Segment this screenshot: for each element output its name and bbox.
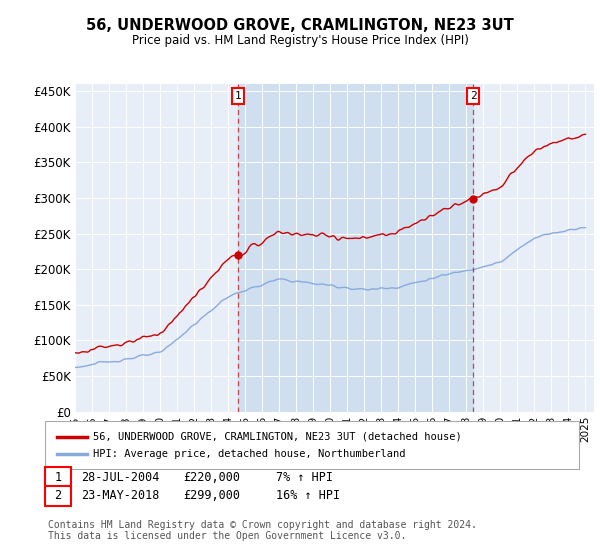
Text: 56, UNDERWOOD GROVE, CRAMLINGTON, NE23 3UT: 56, UNDERWOOD GROVE, CRAMLINGTON, NE23 3… [86,18,514,33]
Text: 28-JUL-2004: 28-JUL-2004 [81,470,160,484]
Text: Contains HM Land Registry data © Crown copyright and database right 2024.
This d: Contains HM Land Registry data © Crown c… [48,520,477,542]
Text: £299,000: £299,000 [183,489,240,502]
Text: HPI: Average price, detached house, Northumberland: HPI: Average price, detached house, Nort… [93,449,406,459]
Text: 16% ↑ HPI: 16% ↑ HPI [276,489,340,502]
Text: £220,000: £220,000 [183,470,240,484]
Text: 23-MAY-2018: 23-MAY-2018 [81,489,160,502]
Text: 56, UNDERWOOD GROVE, CRAMLINGTON, NE23 3UT (detached house): 56, UNDERWOOD GROVE, CRAMLINGTON, NE23 3… [93,432,462,441]
Text: 2: 2 [55,489,61,502]
Bar [238,84,473,412]
Text: 1: 1 [235,91,241,101]
Text: 7% ↑ HPI: 7% ↑ HPI [276,470,333,484]
Text: 1: 1 [55,470,61,484]
Text: Price paid vs. HM Land Registry's House Price Index (HPI): Price paid vs. HM Land Registry's House … [131,34,469,46]
Text: 2: 2 [470,91,476,101]
